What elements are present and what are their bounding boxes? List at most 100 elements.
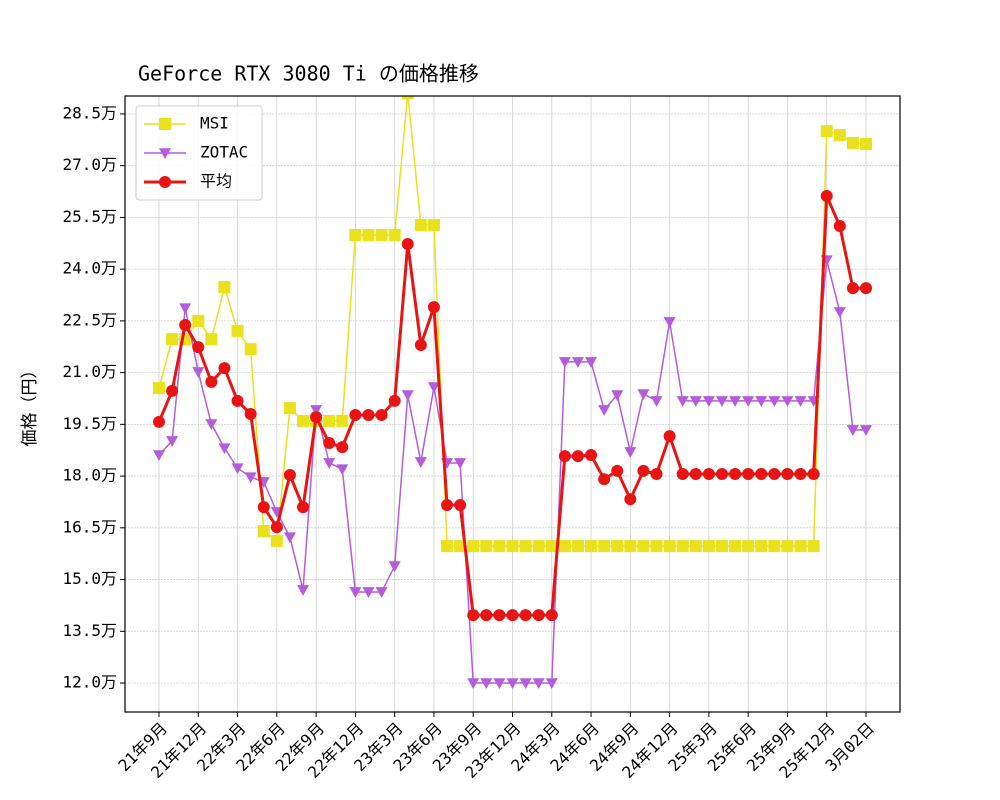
marker [663, 540, 676, 553]
marker [585, 449, 598, 462]
marker [297, 501, 310, 514]
marker [781, 540, 794, 553]
marker [781, 468, 794, 481]
marker [205, 419, 218, 431]
marker [729, 540, 742, 553]
marker [244, 472, 257, 484]
marker [192, 367, 205, 378]
marker [310, 411, 323, 424]
marker [297, 414, 310, 427]
marker [506, 540, 519, 553]
marker [689, 468, 702, 481]
marker [349, 228, 362, 241]
marker [467, 678, 480, 690]
marker [611, 390, 624, 402]
marker [768, 396, 781, 407]
marker [571, 450, 584, 463]
marker [807, 468, 820, 481]
marker [598, 473, 611, 486]
marker [624, 493, 637, 506]
marker [650, 540, 663, 553]
marker [388, 561, 401, 573]
marker [166, 436, 179, 447]
marker [401, 390, 414, 402]
y-axis-label: 価格（円） [20, 362, 40, 447]
marker [231, 394, 244, 407]
marker [375, 228, 388, 241]
marker [166, 333, 179, 346]
marker [558, 357, 571, 368]
marker [519, 609, 532, 622]
y-tick-label: 13.5万 [62, 621, 117, 640]
marker [768, 540, 781, 553]
marker [270, 534, 283, 547]
y-tick-label: 18.0万 [62, 466, 117, 485]
y-tick-label: 15.0万 [62, 569, 117, 588]
marker [454, 540, 467, 553]
marker [283, 402, 296, 415]
marker [650, 396, 663, 407]
marker [715, 540, 728, 553]
marker [624, 540, 637, 553]
legend-marker [159, 148, 171, 159]
legend-marker [159, 176, 171, 188]
marker [676, 540, 689, 553]
y-tick-label: 28.5万 [62, 103, 117, 122]
marker [388, 394, 401, 407]
marker [480, 678, 493, 690]
marker [781, 396, 794, 407]
marker [218, 443, 231, 455]
marker [833, 220, 846, 233]
marker [833, 307, 846, 318]
marker [283, 532, 296, 544]
marker [755, 468, 768, 481]
marker [480, 540, 493, 553]
marker [755, 540, 768, 553]
marker [179, 303, 192, 315]
legend-label: ZOTAC [200, 143, 248, 162]
marker [506, 609, 519, 622]
marker [323, 436, 336, 449]
marker [702, 540, 715, 553]
marker [702, 396, 715, 407]
marker [611, 464, 624, 477]
marker [257, 524, 270, 537]
marker [375, 409, 388, 422]
marker [742, 468, 755, 481]
marker [336, 441, 349, 454]
marker [270, 521, 283, 534]
marker [375, 587, 388, 598]
marker [846, 136, 859, 149]
marker [519, 678, 532, 690]
marker [362, 228, 375, 241]
marker [715, 468, 728, 481]
marker [846, 425, 859, 436]
marker [663, 430, 676, 443]
marker [689, 396, 702, 407]
marker [218, 281, 231, 294]
marker [532, 609, 545, 622]
marker [362, 409, 375, 422]
marker [820, 190, 833, 203]
marker [794, 540, 807, 553]
marker [558, 450, 571, 463]
marker [388, 228, 401, 241]
marker [493, 540, 506, 553]
marker [414, 218, 427, 231]
marker [755, 396, 768, 407]
marker [401, 237, 414, 250]
marker [794, 468, 807, 481]
marker [598, 540, 611, 553]
y-tick-label: 12.0万 [62, 673, 117, 692]
legend-label: 平均 [200, 172, 232, 191]
marker [205, 333, 218, 346]
marker [571, 357, 584, 368]
marker [166, 384, 179, 397]
marker [427, 382, 440, 394]
marker [244, 343, 257, 356]
marker [663, 317, 676, 328]
marker [585, 540, 598, 553]
marker [650, 468, 663, 481]
marker [192, 341, 205, 354]
